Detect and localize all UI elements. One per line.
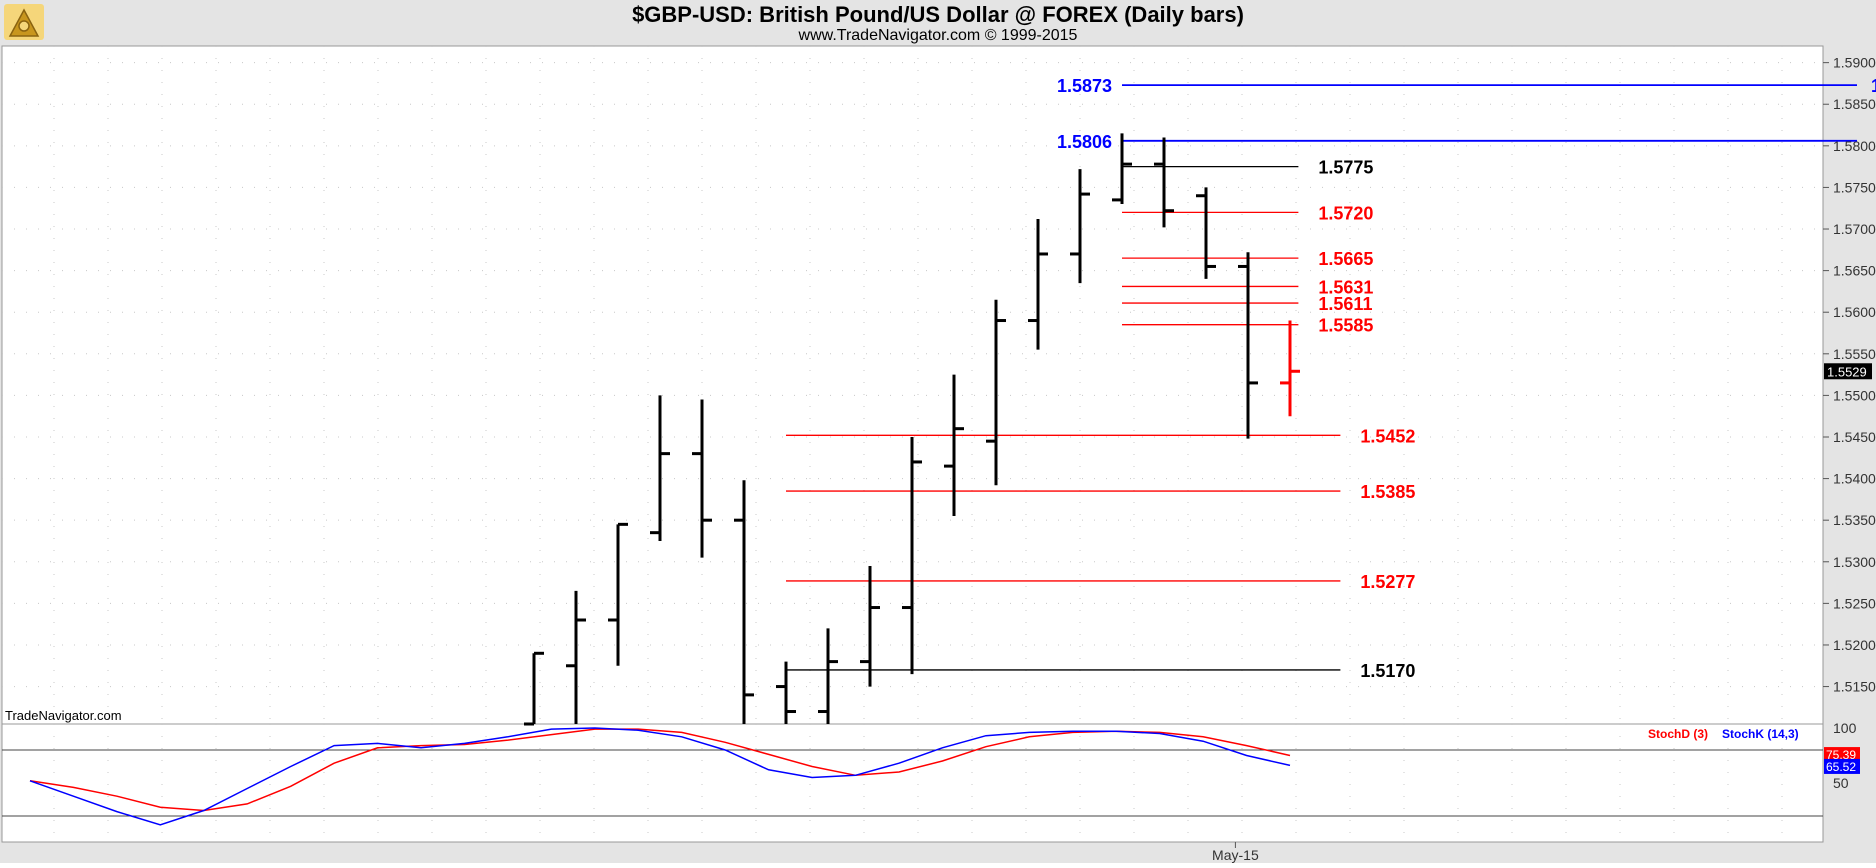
stoch-k-last-label: 65.52 <box>1826 760 1856 774</box>
ohlc-bar <box>650 395 670 541</box>
level-label-right: 1.5873 <box>1871 76 1876 96</box>
y-tick-label: 1.5450 <box>1833 429 1876 445</box>
stoch-y-tick: 100 <box>1833 720 1857 736</box>
x-axis: May-15Jun-15 <box>1212 842 1259 863</box>
level-label: 1.5631 <box>1318 277 1373 297</box>
stoch-k-last-box <box>1824 758 1860 774</box>
ohlc-bar <box>608 522 628 666</box>
stoch-k-line <box>29 727 1291 826</box>
level-label: 1.5611 <box>1318 294 1372 314</box>
ohlc-bar <box>1070 169 1090 284</box>
ohlc-bar <box>1028 219 1048 350</box>
y-tick-label: 1.5700 <box>1833 221 1876 237</box>
stoch-d-last-label: 75.39 <box>1826 748 1856 762</box>
level-label: 1.5665 <box>1318 249 1373 269</box>
y-tick-label: 1.5650 <box>1833 263 1876 279</box>
stoch-legend-item: StochD (3) <box>1648 727 1708 741</box>
level-label: 1.5806 <box>1057 132 1112 152</box>
grid-dots <box>2 46 1823 842</box>
ohlc-bar <box>818 628 838 724</box>
stoch-d-last-box <box>1824 747 1860 763</box>
ohlc-bar <box>1238 252 1258 439</box>
y-tick-label: 1.5600 <box>1833 304 1876 320</box>
price-bars <box>524 133 1300 726</box>
price-levels: 1.5873 1.5873 1.5806 1.5775 1.5720 1.5665 1.56… <box>786 76 1876 681</box>
y-tick-label: 1.5500 <box>1833 387 1876 403</box>
stochastic-panel <box>1 723 1824 843</box>
tradenavigator-logo <box>4 4 44 40</box>
ohlc-bar <box>1280 320 1300 417</box>
level-label: 1.5452 <box>1360 426 1415 446</box>
level-label: 1.5775 <box>1318 158 1373 178</box>
stoch-d-line <box>29 728 1291 812</box>
last-price-box <box>1824 363 1872 380</box>
y-tick-label: 1.5900 <box>1833 55 1876 71</box>
ohlc-bar <box>692 399 712 558</box>
last-price-label: 1.5529 <box>1827 364 1867 379</box>
x-tick-label: May-15 <box>1212 847 1259 863</box>
y-tick-label: 1.5350 <box>1833 512 1876 528</box>
level-label: 1.5720 <box>1318 203 1373 223</box>
level-label: 1.5170 <box>1360 661 1415 681</box>
y-tick-label: 1.5300 <box>1833 554 1876 570</box>
y-tick-label: 1.5800 <box>1833 138 1876 154</box>
y-tick-label: 1.5250 <box>1833 595 1876 611</box>
ohlc-bar <box>860 565 880 687</box>
y-tick-label: 1.5200 <box>1833 637 1876 653</box>
level-label: 1.5277 <box>1360 572 1415 592</box>
ohlc-bar <box>776 661 796 724</box>
level-label: 1.5873 <box>1057 76 1112 96</box>
y-tick-label: 1.5750 <box>1833 179 1876 195</box>
ohlc-bar <box>902 436 922 675</box>
level-label: 1.5385 <box>1360 482 1415 502</box>
watermark: TradeNavigator.com <box>5 708 122 723</box>
ohlc-bar <box>1154 137 1174 228</box>
y-tick-label: 1.5400 <box>1833 471 1876 487</box>
ohlc-bar <box>1112 133 1132 205</box>
level-label: 1.5585 <box>1318 316 1373 336</box>
ohlc-bar <box>986 299 1006 486</box>
y-tick-label: 1.5150 <box>1833 679 1876 695</box>
y-tick-label: 1.5850 <box>1833 96 1876 112</box>
stoch-legend-item: StochK (14,3) <box>1722 727 1799 741</box>
ohlc-bar <box>734 480 754 724</box>
chart-title: $GBP-USD: British Pound/US Dollar @ FORE… <box>632 2 1244 27</box>
stoch-y-tick: 50 <box>1833 775 1849 791</box>
chart-subtitle: www.TradeNavigator.com © 1999-2015 <box>798 27 1078 44</box>
y-tick-label: 1.5550 <box>1833 346 1876 362</box>
ohlc-bar <box>944 374 964 517</box>
ohlc-bar <box>524 651 544 726</box>
price-y-axis: 1.5150 1.5200 1.5250 1.5300 1.5350 1.5400 1.54… <box>1823 55 1876 695</box>
ohlc-bar <box>566 590 586 724</box>
ohlc-bar <box>1196 187 1216 279</box>
